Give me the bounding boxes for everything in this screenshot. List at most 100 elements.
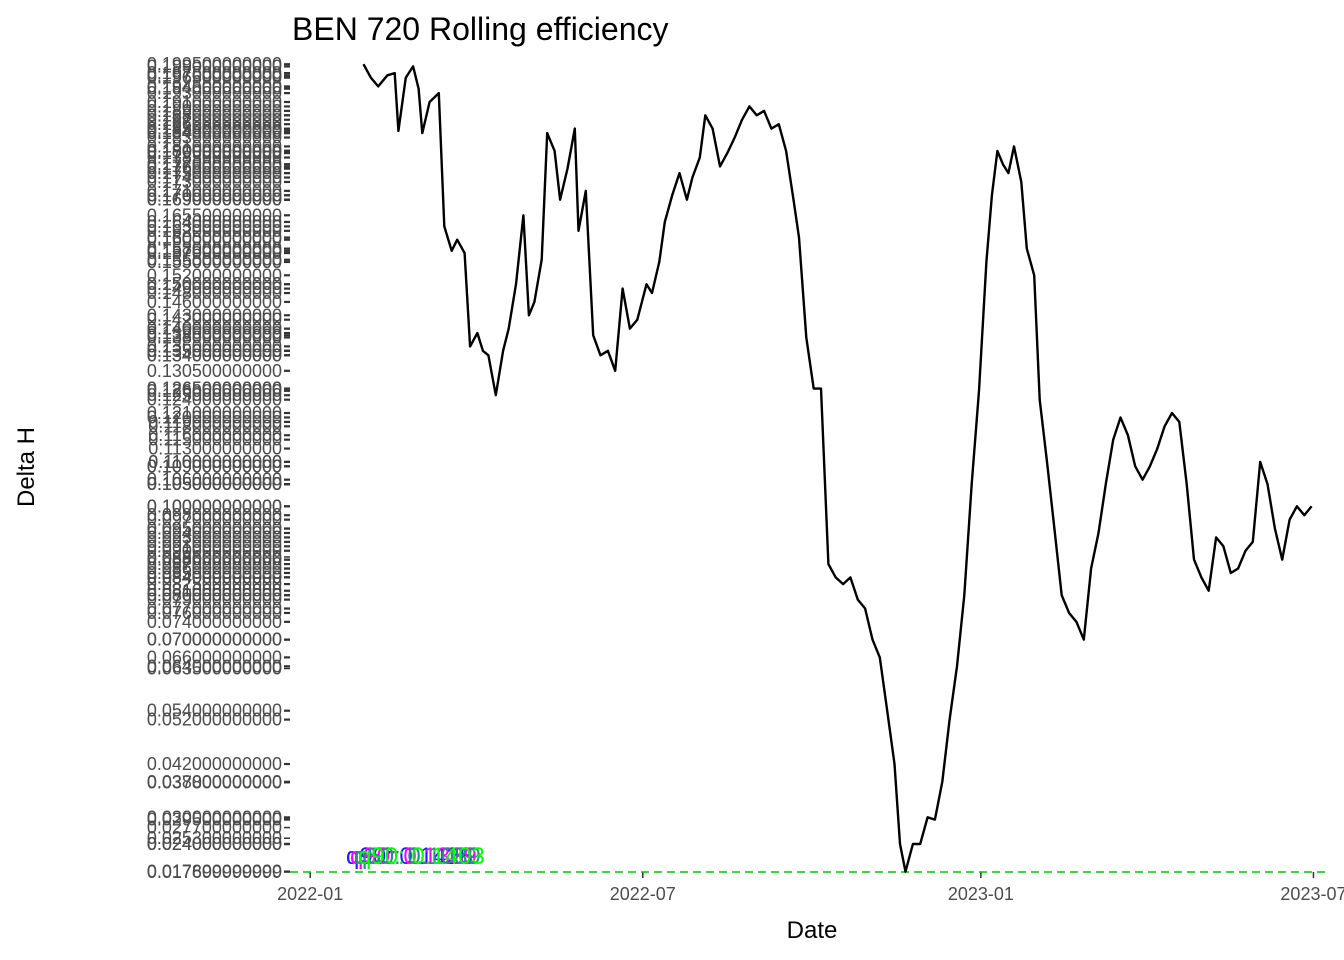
y-crowded-tick-label: 0.158000000000 bbox=[147, 239, 282, 259]
y-crowded-tick-label: 0.162000000000 bbox=[147, 221, 282, 241]
x-tick-label: 2023-01 bbox=[948, 884, 1014, 904]
x-axis-title: Date bbox=[787, 917, 838, 944]
y-crowded-tick-label: 0.080000000000 bbox=[147, 585, 282, 605]
y-crowded-tick-label: 0.070000000000 bbox=[147, 630, 282, 650]
y-crowded-tick-label: 0.183000000000 bbox=[147, 128, 282, 148]
y-crowded-tick-label: 0.106000000000 bbox=[147, 470, 282, 490]
y-crowded-tick-label: 0.066000000000 bbox=[147, 647, 282, 667]
y-crowded-tick-label: 0.188000000000 bbox=[147, 105, 282, 125]
y-crowded-tick-label: 0.140000000000 bbox=[147, 319, 282, 339]
y-crowded-tick-label: 0.110000000000 bbox=[148, 452, 282, 472]
y-crowded-tick-label: 0.196500000000 bbox=[147, 68, 282, 88]
y-crowded-tick-label: 0.135000000000 bbox=[147, 341, 282, 361]
y-crowded-tick-label: 0.176000000000 bbox=[147, 159, 282, 179]
quantile-annotation: q90: 0.1428 bbox=[346, 843, 473, 870]
y-crowded-tick-label: 0.191000000000 bbox=[147, 92, 282, 112]
y-crowded-tick-label: 0.149000000000 bbox=[147, 279, 282, 299]
y-crowded-tick-label: 0.105000000000 bbox=[147, 474, 282, 494]
y-crowded-tick-label: 0.038000000000 bbox=[147, 772, 282, 792]
y-crowded-tick-label: 0.029500000000 bbox=[147, 810, 282, 830]
y-crowded-tick-label: 0.097000000000 bbox=[147, 510, 282, 530]
y-crowded-tick-label: 0.085000000000 bbox=[147, 563, 282, 583]
y-crowded-tick-label: 0.024000000000 bbox=[147, 834, 282, 854]
y-crowded-tick-label: 0.105000000000 bbox=[147, 474, 282, 494]
y-crowded-tick-label: 0.134000000000 bbox=[147, 345, 282, 365]
y-crowded-tick-label: 0.119000000000 bbox=[148, 412, 282, 432]
y-crowded-tick-label: 0.126500000000 bbox=[147, 379, 282, 399]
y-crowded-tick-label: 0.143000000000 bbox=[147, 305, 282, 325]
y-crowded-tick-label: 0.176500000000 bbox=[147, 156, 282, 176]
quantile-annotation: q50: 0.1089 bbox=[354, 843, 481, 870]
y-crowded-tick-label: 0.155000000000 bbox=[147, 252, 282, 272]
y-crowded-tick-label: 0.121000000000 bbox=[147, 403, 282, 423]
y-crowded-tick-label: 0.088000000000 bbox=[147, 550, 282, 570]
x-tick-label: 2022-07 bbox=[610, 884, 676, 904]
chart-title: BEN 720 Rolling efficiency bbox=[292, 11, 669, 47]
y-crowded-tick-label: 0.184000000000 bbox=[147, 123, 282, 143]
y-crowded-tick-label: 0.170000000000 bbox=[147, 185, 282, 205]
y-crowded-tick-label: 0.092000000000 bbox=[147, 532, 282, 552]
y-crowded-tick-label: 0.090000000000 bbox=[147, 541, 282, 561]
y-crowded-tick-label: 0.140000000000 bbox=[147, 319, 282, 339]
y-crowded-tick-label: 0.093000000000 bbox=[147, 527, 282, 547]
y-crowded-tick-label: 0.197000000000 bbox=[147, 65, 282, 85]
y-crowded-tick-label: 0.074000000000 bbox=[147, 612, 282, 632]
y-axis-crowded-labels: 0.1995000000000.1965000000000.1945000000… bbox=[147, 54, 290, 882]
y-crowded-tick-label: 0.142000000000 bbox=[147, 310, 282, 330]
y-crowded-tick-label: 0.098000000000 bbox=[147, 505, 282, 525]
y-crowded-tick-label: 0.184500000000 bbox=[147, 121, 282, 141]
y-crowded-tick-label: 0.109000000000 bbox=[147, 456, 282, 476]
x-axis-ticks: 2022-01 2022-07 2023-01 2023-07 bbox=[277, 872, 1344, 904]
y-crowded-tick-label: 0.110000000000 bbox=[148, 452, 282, 472]
y-crowded-tick-label: 0.052000000000 bbox=[147, 710, 282, 730]
y-crowded-tick-label: 0.169000000000 bbox=[147, 190, 282, 210]
y-crowded-tick-label: 0.184000000000 bbox=[147, 123, 282, 143]
y-crowded-tick-label: 0.169000000000 bbox=[147, 190, 282, 210]
y-crowded-tick-label: 0.115000000000 bbox=[148, 430, 282, 450]
x-tick-label: 2022-01 bbox=[277, 884, 343, 904]
y-crowded-tick-label: 0.148000000000 bbox=[147, 283, 282, 303]
y-crowded-tick-label: 0.155500000000 bbox=[147, 250, 282, 270]
y-crowded-tick-label: 0.134000000000 bbox=[147, 345, 282, 365]
quantile-annotation: q90: 0.1403 bbox=[358, 843, 485, 870]
y-crowded-tick-label: 0.160500000000 bbox=[147, 228, 282, 248]
y-crowded-tick-label: 0.086000000000 bbox=[147, 559, 282, 579]
y-crowded-tick-label: 0.105000000000 bbox=[147, 474, 282, 494]
y-crowded-tick-label: 0.199500000000 bbox=[147, 54, 282, 74]
y-tick-label: 0.025300000000 bbox=[147, 828, 282, 848]
y-crowded-tick-label: 0.180000000000 bbox=[147, 141, 282, 161]
y-crowded-tick-label: 0.024000000000 bbox=[147, 834, 282, 854]
y-crowded-tick-label: 0.179500000000 bbox=[147, 143, 282, 163]
y-crowded-tick-label: 0.079000000000 bbox=[147, 590, 282, 610]
y-crowded-tick-label: 0.138000000000 bbox=[147, 327, 282, 347]
y-crowded-tick-label: 0.174000000000 bbox=[147, 168, 282, 188]
y-crowded-tick-label: 0.109000000000 bbox=[147, 456, 282, 476]
y-crowded-tick-label: 0.130500000000 bbox=[147, 361, 282, 381]
y-crowded-tick-label: 0.146000000000 bbox=[147, 292, 282, 312]
y-crowded-tick-label: 0.190000000000 bbox=[147, 96, 282, 116]
y-crowded-tick-label: 0.135000000000 bbox=[147, 341, 282, 361]
y-tick-label: 0.037800000000 bbox=[147, 773, 282, 793]
y-crowded-tick-label: 0.160000000000 bbox=[147, 230, 282, 250]
y-crowded-tick-label: 0.091000000000 bbox=[147, 536, 282, 556]
y-crowded-tick-label: 0.178500000000 bbox=[147, 148, 282, 168]
y-crowded-tick-label: 0.180000000000 bbox=[147, 141, 282, 161]
y-crowded-tick-label: 0.120000000000 bbox=[147, 407, 282, 427]
y-crowded-tick-label: 0.126500000000 bbox=[147, 379, 282, 399]
y-crowded-tick-label: 0.084000000000 bbox=[147, 567, 282, 587]
y-crowded-tick-label: 0.064000000000 bbox=[147, 656, 282, 676]
y-crowded-tick-label: 0.076000000000 bbox=[147, 603, 282, 623]
y-axis-ticks: 0.088600000000 0.063500000000 0.0378000000… bbox=[147, 547, 290, 882]
y-crowded-tick-label: 0.175000000000 bbox=[147, 163, 282, 183]
y-crowded-tick-label: 0.095000000000 bbox=[147, 519, 282, 539]
y-crowded-tick-label: 0.180000000000 bbox=[147, 141, 282, 161]
y-crowded-tick-label: 0.017800000000 bbox=[147, 862, 282, 882]
y-tick-label: 0.027700000000 bbox=[147, 818, 282, 838]
y-crowded-tick-label: 0.165500000000 bbox=[147, 205, 282, 225]
y-crowded-tick-label: 0.185000000000 bbox=[147, 119, 282, 139]
y-crowded-tick-label: 0.126000000000 bbox=[147, 381, 282, 401]
y-crowded-tick-label: 0.054000000000 bbox=[147, 701, 282, 721]
